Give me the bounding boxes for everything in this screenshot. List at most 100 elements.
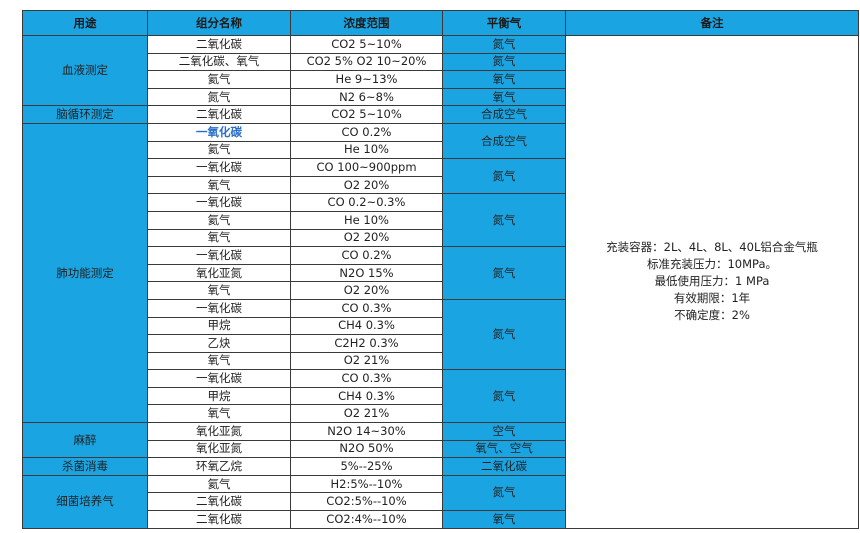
note-line: 充装容器：2L、4L、8L、40L铝合金气瓶: [606, 240, 818, 255]
balance-cell: 氮气: [442, 246, 566, 300]
component-cell: 二氧化碳: [147, 105, 291, 124]
note-line: 有效期限：1年: [673, 291, 751, 306]
balance-cell: 氧气: [442, 510, 566, 529]
component-cell: 环氧乙烷: [147, 457, 291, 476]
component-cell: 一氧化碳: [147, 369, 291, 388]
concentration-cell: O2 21%: [290, 351, 443, 371]
use-cell: 血液测定: [22, 34, 148, 107]
header-cell: 平衡气: [442, 10, 566, 36]
component-cell: 氧气: [147, 281, 291, 300]
component-cell: 氧气: [147, 175, 291, 195]
concentration-cell: CH4 0.3%: [290, 386, 443, 406]
concentration-cell: N2 6~8%: [290, 87, 443, 107]
concentration-cell: 5%--25%: [290, 457, 443, 476]
concentration-cell: CO 0.3%: [290, 298, 443, 318]
note-line: 标准充装压力：10MPa。: [646, 257, 778, 272]
table-row: 氧气 O2 20%: [23, 228, 859, 248]
concentration-cell: CO 0.2~0.3%: [290, 193, 443, 212]
component-cell: 氧气: [147, 351, 291, 371]
concentration-cell: CO 100~900ppm: [290, 158, 443, 177]
component-cell: 一氧化碳: [147, 298, 291, 318]
note-line: 不确定度：2%: [674, 308, 750, 323]
concentration-cell: N2O 50%: [290, 439, 443, 459]
table-row: 甲烷 CH4 0.3%: [23, 386, 859, 406]
component-cell: 氦气: [147, 210, 291, 230]
header-row: 用途 组分名称 浓度范围 平衡气 备注: [22, 10, 859, 36]
balance-cell: 氮气: [442, 35, 566, 54]
table-row: 氧气 O2 21%: [23, 404, 859, 424]
balance-cell: 氮气: [442, 474, 566, 512]
balance-cell: 空气: [442, 422, 566, 441]
table-row: 氧气 O2 21%: [23, 351, 859, 371]
header-cell: 浓度范围: [290, 10, 443, 36]
use-cell: 肺功能测定: [22, 122, 148, 424]
table-row: 一氧化碳 CO 0.2~0.3% 氮气: [23, 193, 859, 248]
table-container: 用途 组分名称 浓度范围 平衡气 备注 血液测定 二氧化碳 CO2 5~10% 氮气 充装容器：…: [22, 10, 859, 529]
table-row: 一氧化碳 CO 0.3% 氮气: [23, 369, 859, 424]
component-cell: 一氧化碳: [147, 158, 291, 177]
header-cell: 用途: [22, 10, 148, 36]
concentration-cell: O2 20%: [290, 175, 443, 195]
concentration-cell: C2H2 0.3%: [290, 334, 443, 353]
component-cell: 氧化亚氮: [147, 439, 291, 459]
concentration-cell: He 10%: [290, 210, 443, 230]
table-row: 氧化亚氮 N2O 50% 氧气、空气: [23, 439, 859, 459]
balance-cell: 氮气: [442, 52, 566, 72]
component-cell: 氧气: [147, 228, 291, 248]
concentration-cell: N2O 14~30%: [290, 422, 443, 441]
balance-cell: 氧气: [442, 87, 566, 107]
concentration-cell: CH4 0.3%: [290, 316, 443, 336]
table-row: 血液测定 二氧化碳 CO2 5~10% 氮气 充装容器：2L、4L、8L、40L铝合金气…: [22, 34, 859, 529]
table-row: 肺功能测定 一氧化碳 CO 0.2% 合成空气: [22, 122, 859, 424]
concentration-cell: H2:5%--10%: [290, 474, 443, 494]
component-cell: 氦气: [147, 140, 291, 160]
balance-cell: 氮气: [442, 158, 566, 195]
concentration-cell: CO 0.2%: [290, 122, 443, 142]
component-cell: 氧气: [147, 404, 291, 424]
table-row: 一氧化碳 CO 100~900ppm 氮气: [23, 158, 859, 195]
table-row: 甲烷 CH4 0.3%: [23, 316, 859, 336]
table-row: 乙炔 C2H2 0.3%: [23, 334, 859, 353]
concentration-cell: He 9~13%: [290, 70, 443, 89]
component-cell: 氧化亚氮: [147, 263, 291, 283]
table-row: 脑循环测定 二氧化碳 CO2 5~10% 合成空气: [22, 105, 859, 124]
concentration-cell: CO2:4%--10%: [290, 510, 443, 529]
table-row: 二氧化碳、氧气 CO2 5% O2 10~20% 氮气: [23, 52, 859, 72]
table-row: 二氧化碳 CO2:4%--10% 氧气: [23, 510, 859, 529]
table-row: 氦气 He 9~13% 氧气: [23, 70, 859, 89]
component-cell: 氮气: [147, 87, 291, 107]
concentration-cell: O2 20%: [290, 281, 443, 300]
note-cell: 充装容器：2L、4L、8L、40L铝合金气瓶 标准充装压力：10MPa。 最低使用压…: [565, 35, 859, 529]
header-cell: 组分名称: [147, 10, 291, 36]
use-cell: 脑循环测定: [22, 105, 148, 124]
balance-cell: 氮气: [442, 369, 566, 424]
gas-table: 用途 组分名称 浓度范围 平衡气 备注 血液测定 二氧化碳 CO2 5~10% 氮气 充装容器：…: [22, 10, 859, 529]
use-cell: 细菌培养气: [22, 474, 148, 529]
component-cell: 一氧化碳: [147, 246, 291, 265]
header-cell: 备注: [565, 10, 859, 36]
component-cell: 一氧化碳: [147, 193, 291, 212]
concentration-cell: N2O 15%: [290, 263, 443, 283]
concentration-cell: CO2 5~10%: [290, 35, 443, 54]
concentration-cell: O2 20%: [290, 228, 443, 248]
table-row: 氦气 He 10%: [23, 140, 859, 160]
balance-cell: 合成空气: [442, 122, 566, 160]
balance-cell: 氧气: [442, 70, 566, 89]
component-cell: 二氧化碳: [147, 35, 291, 54]
balance-cell: 氮气: [442, 193, 566, 248]
table-row: 一氧化碳 CO 0.2% 氮气: [23, 246, 859, 300]
concentration-cell: CO2 5% O2 10~20%: [290, 52, 443, 72]
table-row: 二氧化碳 CO2:5%--10%: [23, 492, 859, 512]
table-row: 杀菌消毒 环氧乙烷 5%--25% 二氧化碳: [22, 457, 859, 476]
table-row: 氧气 O2 20%: [23, 175, 859, 195]
use-cell: 杀菌消毒: [22, 457, 148, 476]
concentration-cell: CO 0.2%: [290, 246, 443, 265]
concentration-cell: CO 0.3%: [290, 369, 443, 388]
concentration-cell: He 10%: [290, 140, 443, 160]
component-cell: 乙炔: [147, 334, 291, 353]
balance-cell: 氧气、空气: [442, 439, 566, 459]
table-row: 一氧化碳 CO 0.3% 氮气: [23, 298, 859, 371]
table-row: 氧气 O2 20%: [23, 281, 859, 300]
note-line: 最低使用压力：1 MPa: [654, 274, 770, 289]
